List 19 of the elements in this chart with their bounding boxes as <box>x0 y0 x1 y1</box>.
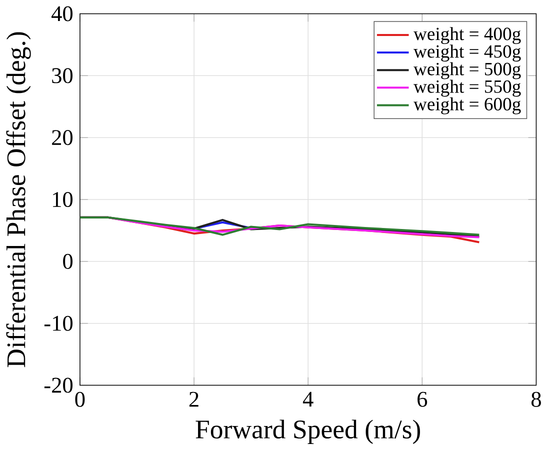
legend-label: weight = 600g <box>414 97 521 114</box>
legend-label: weight = 500g <box>414 62 521 80</box>
y-tick-label: 0 <box>63 254 73 269</box>
legend-label: weight = 550g <box>414 80 521 97</box>
y-tick-label: -10 <box>44 316 73 331</box>
legend-label: weight = 400g <box>414 27 521 44</box>
y-tick-label: 20 <box>52 130 73 146</box>
x-tick-label: 4 <box>302 392 314 406</box>
y-tick-label: 30 <box>52 68 73 84</box>
x-tick-label: 2 <box>189 392 198 407</box>
y-tick-label: -20 <box>44 378 73 393</box>
y-axis-title: Differential Phase Offset (deg.) <box>6 32 31 368</box>
x-tick-label: 6 <box>418 392 428 407</box>
x-tick-label: 8 <box>531 392 541 407</box>
x-axis-title: Forward Speed (m/s) <box>196 420 420 444</box>
y-tick-label: 10 <box>53 192 73 207</box>
x-tick-label: 0 <box>75 392 85 407</box>
legend-label: weight = 450g <box>414 44 521 62</box>
y-tick-label: 40 <box>52 6 73 22</box>
